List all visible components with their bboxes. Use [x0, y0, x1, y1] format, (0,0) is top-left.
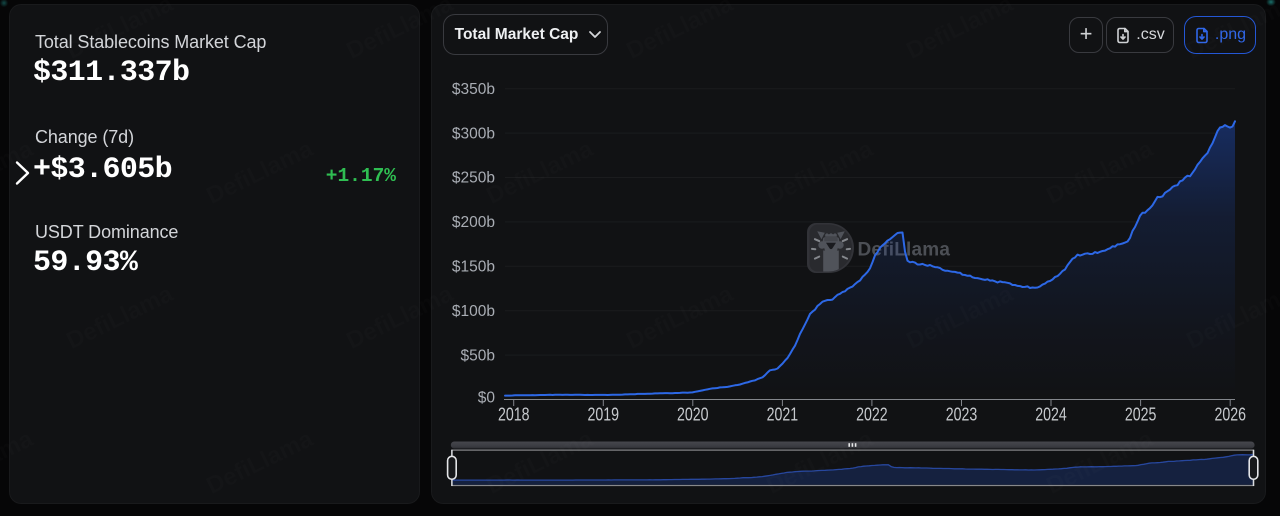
svg-text:2020: 2020	[677, 405, 709, 425]
svg-text:$0: $0	[478, 390, 496, 407]
svg-text:2024: 2024	[1035, 405, 1067, 425]
svg-text:$300b: $300b	[452, 125, 495, 142]
svg-text:2023: 2023	[946, 405, 978, 425]
svg-text:2019: 2019	[588, 405, 620, 425]
svg-text:$200b: $200b	[452, 214, 495, 231]
svg-text:$350b: $350b	[452, 81, 495, 98]
svg-text:$250b: $250b	[452, 170, 495, 187]
svg-text:$100b: $100b	[452, 303, 495, 320]
svg-text:$150b: $150b	[452, 259, 495, 276]
svg-text:2025: 2025	[1125, 405, 1157, 425]
svg-text:$50b: $50b	[461, 347, 495, 364]
svg-text:2018: 2018	[498, 405, 530, 425]
svg-text:2021: 2021	[767, 405, 799, 425]
svg-text:2022: 2022	[856, 405, 888, 425]
svg-text:2026: 2026	[1214, 405, 1246, 425]
